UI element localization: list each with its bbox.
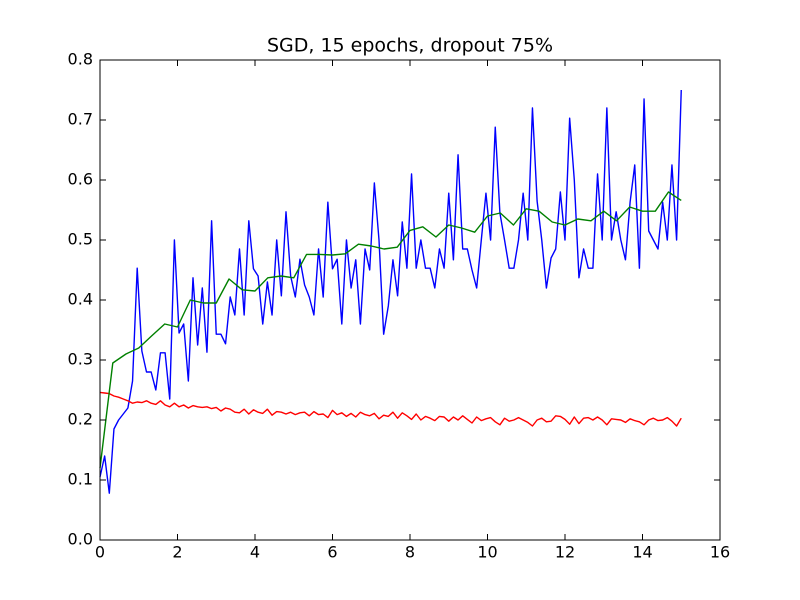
x-tick-label: 4 (250, 543, 260, 562)
data-line (99, 391, 682, 427)
chart-title: SGD, 15 epochs, dropout 75% (267, 35, 553, 57)
y-tick-label: 0.0 (68, 530, 93, 549)
y-tick-label: 0.2 (68, 410, 93, 429)
x-tick-label: 10 (477, 543, 497, 562)
y-tick-label: 0.6 (68, 170, 93, 189)
y-tick-label: 0.5 (68, 230, 93, 249)
y-tick-label: 0.3 (68, 350, 93, 369)
x-tick-label: 12 (555, 543, 575, 562)
x-tick-label: 2 (172, 543, 182, 562)
y-tick-label: 0.7 (68, 110, 93, 129)
x-tick-label: 0 (95, 543, 105, 562)
x-tick-label: 8 (405, 543, 415, 562)
y-tick-label: 0.8 (68, 50, 93, 69)
data-line (99, 191, 682, 469)
data-line (99, 89, 682, 494)
x-tick-label: 16 (710, 543, 730, 562)
x-tick-label: 6 (327, 543, 337, 562)
y-tick-label: 0.4 (68, 290, 93, 309)
x-tick-label: 14 (632, 543, 652, 562)
y-tick-label: 0.1 (68, 470, 93, 489)
